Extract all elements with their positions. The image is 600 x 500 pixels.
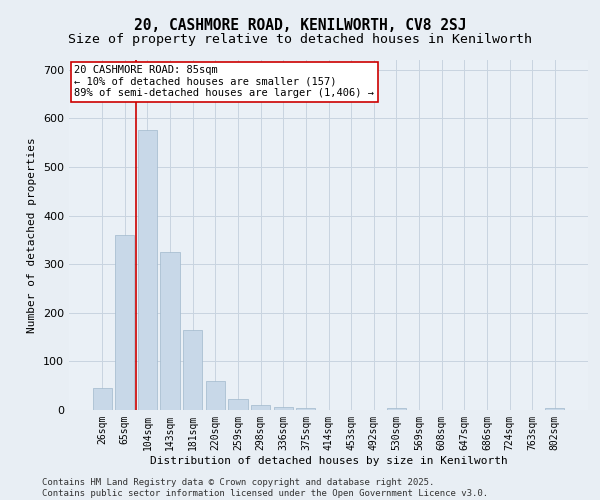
- Bar: [545, 408, 565, 410]
- Text: Contains HM Land Registry data © Crown copyright and database right 2025.
Contai: Contains HM Land Registry data © Crown c…: [42, 478, 488, 498]
- Bar: [387, 408, 406, 410]
- Bar: [160, 252, 180, 410]
- X-axis label: Distribution of detached houses by size in Kenilworth: Distribution of detached houses by size …: [149, 456, 508, 466]
- Text: Size of property relative to detached houses in Kenilworth: Size of property relative to detached ho…: [68, 32, 532, 46]
- Bar: [229, 400, 248, 410]
- Y-axis label: Number of detached properties: Number of detached properties: [28, 137, 37, 333]
- Bar: [138, 130, 157, 410]
- Text: 20 CASHMORE ROAD: 85sqm
← 10% of detached houses are smaller (157)
89% of semi-d: 20 CASHMORE ROAD: 85sqm ← 10% of detache…: [74, 66, 374, 98]
- Bar: [274, 407, 293, 410]
- Text: 20, CASHMORE ROAD, KENILWORTH, CV8 2SJ: 20, CASHMORE ROAD, KENILWORTH, CV8 2SJ: [134, 18, 466, 32]
- Bar: [206, 381, 225, 410]
- Bar: [183, 330, 202, 410]
- Bar: [92, 388, 112, 410]
- Bar: [296, 408, 316, 410]
- Bar: [251, 404, 270, 410]
- Bar: [115, 235, 134, 410]
